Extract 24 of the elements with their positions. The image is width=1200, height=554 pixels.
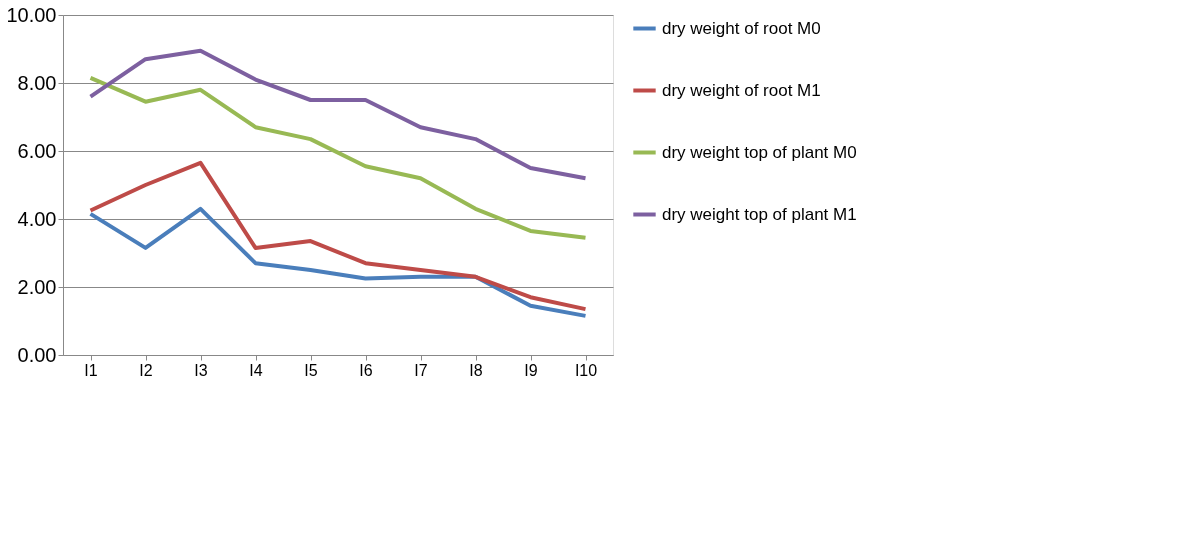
legend-label: dry weight top of plant M1 — [662, 204, 857, 224]
x-tick-label: I7 — [414, 361, 428, 379]
legend-label: dry weight of root M0 — [662, 18, 821, 38]
legend-label: dry weight top of plant M0 — [662, 142, 857, 162]
x-tick-label: I1 — [84, 361, 98, 379]
y-tick-label: 6.00 — [17, 139, 57, 162]
y-tick-label: 10.00 — [6, 3, 57, 26]
y-tick-label: 4.00 — [17, 207, 57, 230]
x-tick-label: I3 — [194, 361, 208, 379]
line-series — [88, 75, 588, 240]
y-tick-label: 0.00 — [17, 343, 57, 366]
x-tick-label: I4 — [249, 361, 263, 379]
y-tick-label: 8.00 — [17, 71, 57, 94]
x-tick-label: I2 — [139, 361, 153, 379]
line-series — [88, 48, 588, 181]
x-tick-label: I8 — [469, 361, 483, 379]
y-tick-label: 2.00 — [17, 275, 57, 298]
x-tick-label: I6 — [359, 361, 373, 379]
legend-label: dry weight of root M1 — [662, 80, 821, 100]
x-tick-label: I10 — [574, 361, 598, 379]
x-tick-label: I9 — [524, 361, 538, 379]
line-series — [88, 206, 588, 318]
line-series — [88, 160, 588, 312]
x-tick-label: I5 — [304, 361, 318, 379]
